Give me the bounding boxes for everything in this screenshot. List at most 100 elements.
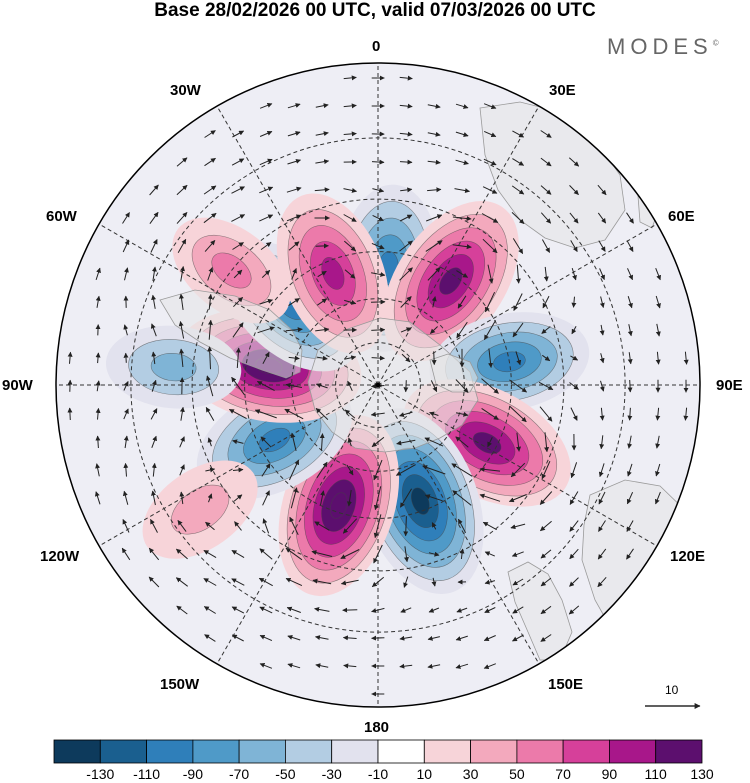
wind-arrow [232,242,244,250]
wind-arrow [286,214,302,222]
wind-arrow [568,605,580,615]
wind-arrow [228,408,247,420]
wind-arrow [149,184,159,196]
wind-arrow [483,158,497,166]
wind-arrow [259,130,273,137]
wind-arrow [456,607,468,613]
wind-arrow [370,411,385,417]
wind-arrow [597,212,607,224]
map-title: Base 28/02/2026 00 UTC, valid 07/03/2026… [154,0,596,21]
wind-arrow [286,186,302,193]
colorbar-tick-label: -70 [228,766,250,782]
wind-arrow [487,437,493,448]
wind-arrow [177,519,187,532]
wind-arrow [287,103,301,109]
wind-arrow [540,520,552,532]
wind-arrow [256,380,275,392]
wind-arrow [599,435,605,450]
wind-arrow [540,130,552,138]
wind-arrow [151,266,157,282]
wind-arrow [124,267,129,281]
wind-arrow [372,187,385,193]
wind-arrow [178,321,185,339]
anomaly-contour [329,492,348,519]
wind-arrow [510,462,526,478]
meridian-line [377,384,658,547]
wind-arrow [204,157,216,167]
wind-arrow [150,408,158,420]
wind-arrow [314,187,330,193]
wind-arrow [451,463,473,477]
lon-label-30e: 30E [549,82,576,99]
anomaly-contour [171,484,230,535]
wind-arrow [259,186,274,194]
wind-arrow [373,544,383,564]
wind-arrow [540,605,552,615]
wind-arrow [285,382,302,388]
copyright-mark: © [712,38,719,48]
wind-arrow [95,435,101,449]
wind-arrow [204,240,216,252]
wind-arrow [344,269,356,279]
wind-arrow [259,606,273,614]
wind-arrow [428,607,440,613]
wind-arrow [371,576,385,588]
wind-arrow [627,379,633,393]
wind-arrow [346,464,354,476]
wind-arrow [401,353,411,363]
wind-arrow [205,521,215,531]
wind-arrow [427,635,441,641]
wind-arrow [427,663,441,669]
wind-arrow [403,516,409,537]
wind-arrow [343,240,357,252]
brand-name: MODES [607,34,713,59]
wind-arrow [452,216,472,221]
colorbar-swatch [284,739,333,764]
wind-arrow [204,130,216,138]
wind-arrow [122,239,130,253]
wind-arrow [344,409,356,419]
wind-arrow [626,212,634,224]
anomaly-contour [321,257,345,290]
wind-arrow [538,381,554,391]
wind-arrow [150,239,158,253]
wind-arrow [597,184,607,196]
wind-arrow [512,578,524,586]
wind-arrow [179,464,185,476]
wind-arrow [457,518,467,534]
wind-arrow [259,548,273,560]
wind-arrow [512,322,524,338]
wind-arrow [511,212,525,224]
wind-arrow [259,298,273,305]
wind-arrow [481,213,499,223]
lon-label-120e: 120E [670,548,706,565]
wind-arrow [205,406,215,421]
wind-arrow [457,295,467,309]
wind-arrow [179,491,185,505]
wind-arrow [231,214,246,222]
wind-arrow [626,548,634,560]
wind-arrow [373,459,383,481]
wind-arrow [343,75,357,81]
wind-arrow [597,548,607,560]
wind-arrow [123,435,129,449]
wind-arrow [540,212,552,224]
wind-arrow [260,436,272,448]
wind-arrow [509,405,527,423]
wind-arrow [231,186,245,194]
wind-arrow [67,351,73,364]
wind-arrow [231,634,244,642]
lon-label-90e: 90E [716,377,743,394]
meridian-line [216,384,379,665]
wind-arrow [94,491,101,505]
wind-arrow [317,270,327,278]
wind-arrow [150,518,158,533]
wind-arrow [203,185,217,195]
wind-arrow [570,462,578,479]
wind-arrow [373,486,382,511]
wind-arrow [425,240,443,252]
wind-arrow [179,406,185,421]
wind-arrow [122,490,129,505]
wind-arrow [399,635,413,641]
colorbar-swatch [516,739,564,764]
